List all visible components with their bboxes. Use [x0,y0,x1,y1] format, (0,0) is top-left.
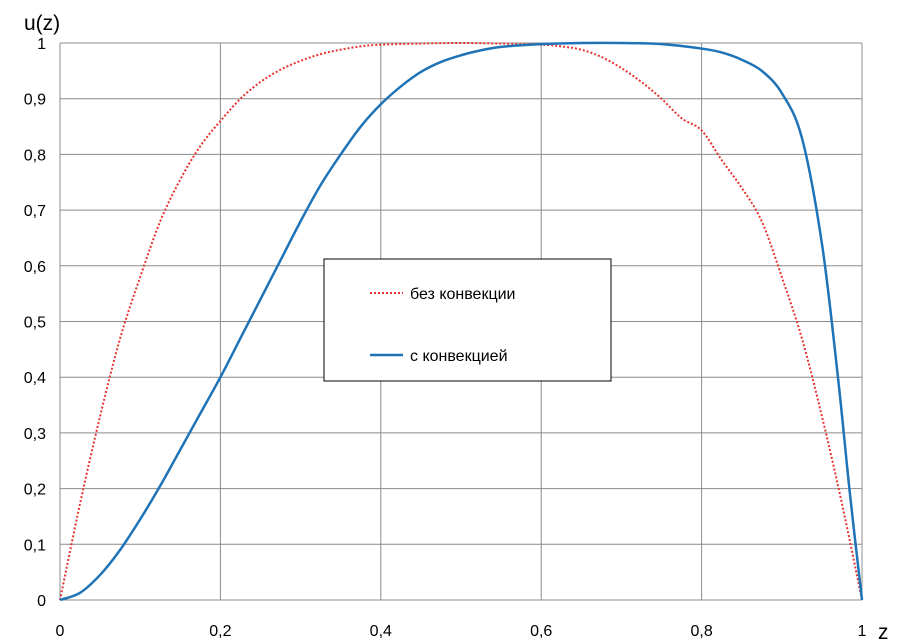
y-tick-label: 0,7 [24,203,46,220]
x-axis-title: z [878,621,889,643]
y-tick-label: 0,4 [24,370,46,387]
x-tick-label: 0 [56,623,65,640]
x-tick-label: 0,8 [690,623,712,640]
y-tick-label: 1 [37,36,46,53]
series-with-convection [59,41,864,602]
x-tick-label: 0,6 [530,623,552,640]
y-tick-label: 0,8 [24,147,46,164]
y-tick-label: 0,6 [24,259,46,276]
legend-label-no-convection: без конвекции [410,286,515,303]
y-tick-label: 0,5 [24,315,46,332]
y-tick-label: 0,9 [24,92,46,109]
y-tick-label: 0,2 [24,482,46,499]
y-tick-label: 0,1 [24,537,46,554]
legend-label-with-convection: с конвекцией [410,348,508,365]
legend: без конвекции с конвекцией [323,258,612,382]
y-tick-label: 0,3 [24,426,46,443]
legend-box [323,258,612,382]
x-tick-label: 0,4 [370,623,392,640]
x-tick-label: 1 [858,623,867,640]
series-layer [59,41,864,602]
x-tick-label: 0,2 [209,623,231,640]
y-tick-label: 0 [37,593,46,610]
series-no-convection [59,42,863,601]
y-axis-title: u(z) [24,12,60,35]
tick-labels: 0 0,1 0,2 0,3 0,4 0,5 0,6 0,7 0,8 0,9 1 0 0,2 0,4 0,6 0… [24,36,867,640]
